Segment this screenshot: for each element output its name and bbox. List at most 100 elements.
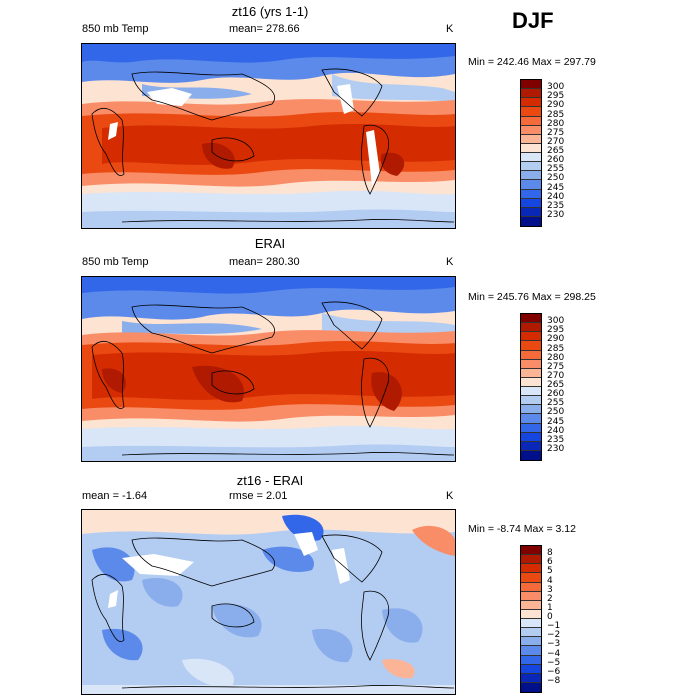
colorbar-segment	[521, 216, 541, 226]
colorbar-tick-label: 6	[547, 557, 553, 568]
colorbar-segment	[521, 682, 541, 692]
colorbar-tick-label: −6	[547, 666, 561, 677]
map-difference	[81, 509, 456, 695]
colorbar-tick-label: 295	[547, 325, 565, 336]
colorbar-segment	[521, 98, 541, 108]
colorbar-segment	[521, 582, 541, 592]
mean-label: mean = -1.64	[82, 490, 148, 502]
colorbar-segment	[521, 314, 541, 324]
colorbar-tick-label: −8	[547, 675, 561, 686]
colorbar-segment	[521, 359, 541, 369]
colorbar-tick-label: 240	[547, 191, 565, 202]
map-field	[82, 510, 455, 694]
colorbar-segment	[521, 207, 541, 217]
colorbar-segment	[521, 591, 541, 601]
colorbar-tick-label: 285	[547, 109, 565, 120]
colorbar-tick-label: 260	[547, 389, 565, 400]
colorbar-tick-label: 295	[547, 91, 565, 102]
colorbar-segment	[521, 180, 541, 190]
panel-title: zt16 - ERAI	[236, 473, 304, 488]
colorbar-tick-label: 230	[547, 209, 565, 220]
colorbar-segment	[521, 655, 541, 665]
colorbar-tick-label: 275	[547, 127, 565, 138]
units-label: K	[446, 490, 454, 502]
map-field	[82, 44, 455, 228]
colorbar-tick-label: 270	[547, 136, 565, 147]
map-field	[82, 277, 455, 461]
colorbar-segment	[521, 89, 541, 99]
colorbar	[520, 79, 542, 227]
colorbar-segment	[521, 646, 541, 656]
colorbar-tick-label: 290	[547, 100, 565, 111]
variable-label: 850 mb Temp	[82, 256, 149, 268]
colorbar-tick-label: 275	[547, 361, 565, 372]
colorbar-tick-label: 285	[547, 343, 565, 354]
colorbar-segment	[521, 387, 541, 397]
colorbar-tick-label: 1	[547, 602, 553, 613]
colorbar-tick-label: −5	[547, 657, 561, 668]
colorbar-segment	[521, 116, 541, 126]
colorbar-tick-label: −3	[547, 639, 561, 650]
colorbar-tick-label: 245	[547, 416, 565, 427]
min-max-label: Min = 242.46 Max = 297.79	[468, 56, 596, 68]
colorbar	[520, 545, 542, 693]
min-max-label: Min = -8.74 Max = 3.12	[468, 523, 576, 535]
colorbar-segment	[521, 555, 541, 565]
colorbar-segment	[521, 125, 541, 135]
colorbar-tick-label: 270	[547, 370, 565, 381]
colorbar-tick-label: 255	[547, 164, 565, 175]
colorbar-segment	[521, 107, 541, 117]
colorbar-tick-label: 235	[547, 434, 565, 445]
colorbar-segment	[521, 80, 541, 90]
colorbar-segment	[521, 332, 541, 342]
panel-title: ERAI	[254, 236, 286, 251]
colorbar-tick-label: 8	[547, 548, 553, 559]
colorbar-segment	[521, 189, 541, 199]
colorbar-segment	[521, 546, 541, 556]
colorbar-tick-label: 280	[547, 118, 565, 129]
colorbar-segment	[521, 564, 541, 574]
colorbar-segment	[521, 405, 541, 415]
colorbar-tick-label: −2	[547, 630, 561, 641]
colorbar-tick-label: 240	[547, 425, 565, 436]
colorbar-tick-label: 260	[547, 155, 565, 166]
colorbar-tick-label: 250	[547, 173, 565, 184]
colorbar-segment	[521, 350, 541, 360]
colorbar-tick-label: 235	[547, 200, 565, 211]
colorbar-segment	[521, 573, 541, 583]
colorbar-tick-label: 5	[547, 566, 553, 577]
colorbar-segment	[521, 341, 541, 351]
colorbar-tick-label: 280	[547, 352, 565, 363]
map-model-temperature	[81, 43, 456, 229]
colorbar-segment	[521, 153, 541, 163]
colorbar-tick-label: 265	[547, 380, 565, 390]
colorbar-segment	[521, 368, 541, 378]
rmse-label: rmse = 2.01	[229, 490, 288, 502]
colorbar-segment	[521, 628, 541, 638]
colorbar-segment	[521, 441, 541, 451]
colorbar-tick-label: −4	[547, 648, 561, 659]
colorbar-segment	[521, 450, 541, 460]
colorbar-segment	[521, 673, 541, 683]
min-max-label: Min = 245.76 Max = 298.25	[468, 291, 596, 303]
colorbar-tick-label: 265	[547, 146, 565, 156]
units-label: K	[446, 256, 454, 268]
mean-label: mean= 278.66	[229, 23, 300, 35]
colorbar-segment	[521, 162, 541, 172]
units-label: K	[446, 23, 454, 35]
colorbar	[520, 313, 542, 461]
colorbar-segment	[521, 143, 541, 153]
colorbar-tick-label: 290	[547, 334, 565, 345]
colorbar-segment	[521, 432, 541, 442]
colorbar-segment	[521, 198, 541, 208]
variable-label: 850 mb Temp	[82, 23, 149, 35]
season-label: DJF	[512, 8, 554, 33]
colorbar-segment	[521, 171, 541, 181]
colorbar-segment	[521, 600, 541, 610]
colorbar-segment	[521, 414, 541, 424]
colorbar-tick-label: 230	[547, 443, 565, 454]
colorbar-segment	[521, 609, 541, 619]
panel-title: zt16 (yrs 1-1)	[231, 4, 309, 19]
colorbar-tick-label: −1	[547, 621, 561, 632]
mean-label: mean= 280.30	[229, 256, 300, 268]
